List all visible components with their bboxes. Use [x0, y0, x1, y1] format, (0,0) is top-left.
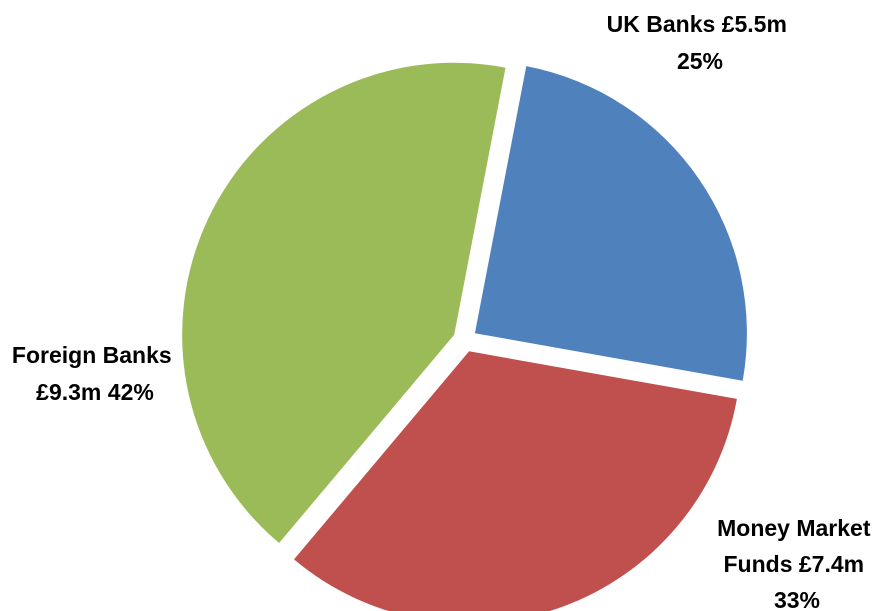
slice-label-uk-banks-line-1: UK Banks £5.5m [607, 11, 787, 37]
slice-label-money-market-funds-line-1: Money Market [717, 515, 871, 541]
slice-label-foreign-banks-line-1: Foreign Banks [12, 342, 172, 368]
pie-slice-foreign [182, 62, 506, 544]
slice-label-money-market-funds: Money Market Funds £7.4m 33% [717, 515, 877, 611]
pie-slices [182, 62, 747, 611]
slice-label-money-market-funds-line-2: Funds £7.4m [724, 551, 865, 577]
slice-label-uk-banks-line-2: 25% [677, 48, 723, 74]
slice-label-money-market-funds-line-3: 33% [774, 587, 820, 611]
slice-label-foreign-banks-line-2: £9.3m 42% [36, 379, 154, 405]
slice-label-foreign-banks: Foreign Banks £9.3m 42% [12, 342, 178, 405]
pie-slice-mmf [294, 351, 737, 611]
pie-slice-uk [474, 66, 747, 381]
slice-label-uk-banks: UK Banks £5.5m 25% [607, 11, 794, 74]
